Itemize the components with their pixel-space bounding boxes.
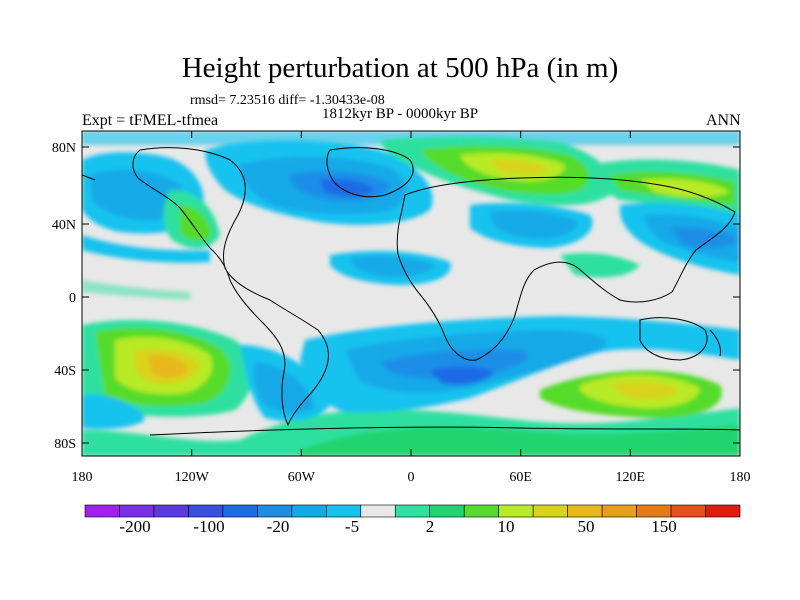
contour-field bbox=[82, 131, 740, 456]
colorbar-swatch bbox=[601, 504, 637, 518]
colorbar-swatch bbox=[636, 504, 672, 518]
lon-tick-label: 60W bbox=[288, 470, 316, 485]
coastlines bbox=[82, 147, 740, 436]
latitude-axis: 80N 40N 0 40S 80S bbox=[52, 141, 740, 452]
colorbar-label: 150 bbox=[651, 517, 677, 536]
lon-tick-label: 120E bbox=[616, 470, 646, 485]
colorbar-label: 50 bbox=[578, 517, 595, 536]
colorbar-label: 10 bbox=[498, 517, 515, 536]
colorbar-label: -100 bbox=[193, 517, 224, 536]
colorbar-swatch bbox=[498, 504, 534, 518]
lon-tick-label: 0 bbox=[408, 470, 415, 485]
lon-tick-label: 120W bbox=[175, 470, 210, 485]
colorbar-swatch bbox=[360, 504, 396, 518]
lon-tick-label: 180 bbox=[730, 470, 751, 485]
colorbar-swatch bbox=[188, 504, 224, 518]
colorbar-label: -200 bbox=[119, 517, 150, 536]
experiment-label: Expt = tFMEL-tfmea bbox=[82, 112, 219, 129]
colorbar-label: -20 bbox=[267, 517, 290, 536]
colorbar-swatch bbox=[429, 504, 465, 518]
lon-tick-label: 60E bbox=[509, 470, 532, 485]
period-label: 1812kyr BP - 0000kyr BP bbox=[322, 106, 479, 122]
plot-title: Height perturbation at 500 hPa (in m) bbox=[181, 52, 619, 84]
lat-tick-label: 80N bbox=[52, 141, 76, 156]
colorbar-label: -5 bbox=[345, 517, 359, 536]
colorbar-swatch bbox=[257, 504, 293, 518]
colorbar-swatch bbox=[326, 504, 362, 518]
colorbar-swatch bbox=[670, 504, 706, 518]
colorbar-swatch bbox=[84, 504, 120, 518]
rmsd-diff-label: rmsd= 7.23516 diff= -1.30433e-08 bbox=[190, 93, 385, 108]
lon-tick-label: 180 bbox=[72, 470, 93, 485]
colorbar-label: 2 bbox=[426, 517, 435, 536]
colorbar-swatch bbox=[153, 504, 189, 518]
lat-tick-label: 80S bbox=[54, 437, 76, 452]
colorbar: -200 -100 -20 -5 2 10 50 150 bbox=[84, 504, 741, 536]
season-label: ANN bbox=[706, 112, 741, 129]
colorbar-swatch bbox=[394, 504, 431, 518]
colorbar-swatch bbox=[567, 504, 603, 518]
lat-tick-label: 0 bbox=[69, 291, 76, 306]
colorbar-swatch bbox=[119, 504, 155, 518]
colorbar-swatch bbox=[291, 504, 327, 518]
longitude-axis: 180 120W 60W 0 60E 120E 180 bbox=[72, 131, 751, 485]
colorbar-swatch bbox=[222, 504, 258, 518]
colorbar-swatch bbox=[463, 504, 499, 518]
lat-tick-label: 40S bbox=[54, 364, 76, 379]
lat-tick-label: 40N bbox=[52, 218, 76, 233]
colorbar-swatch bbox=[532, 504, 568, 518]
colorbar-swatch bbox=[705, 504, 741, 518]
